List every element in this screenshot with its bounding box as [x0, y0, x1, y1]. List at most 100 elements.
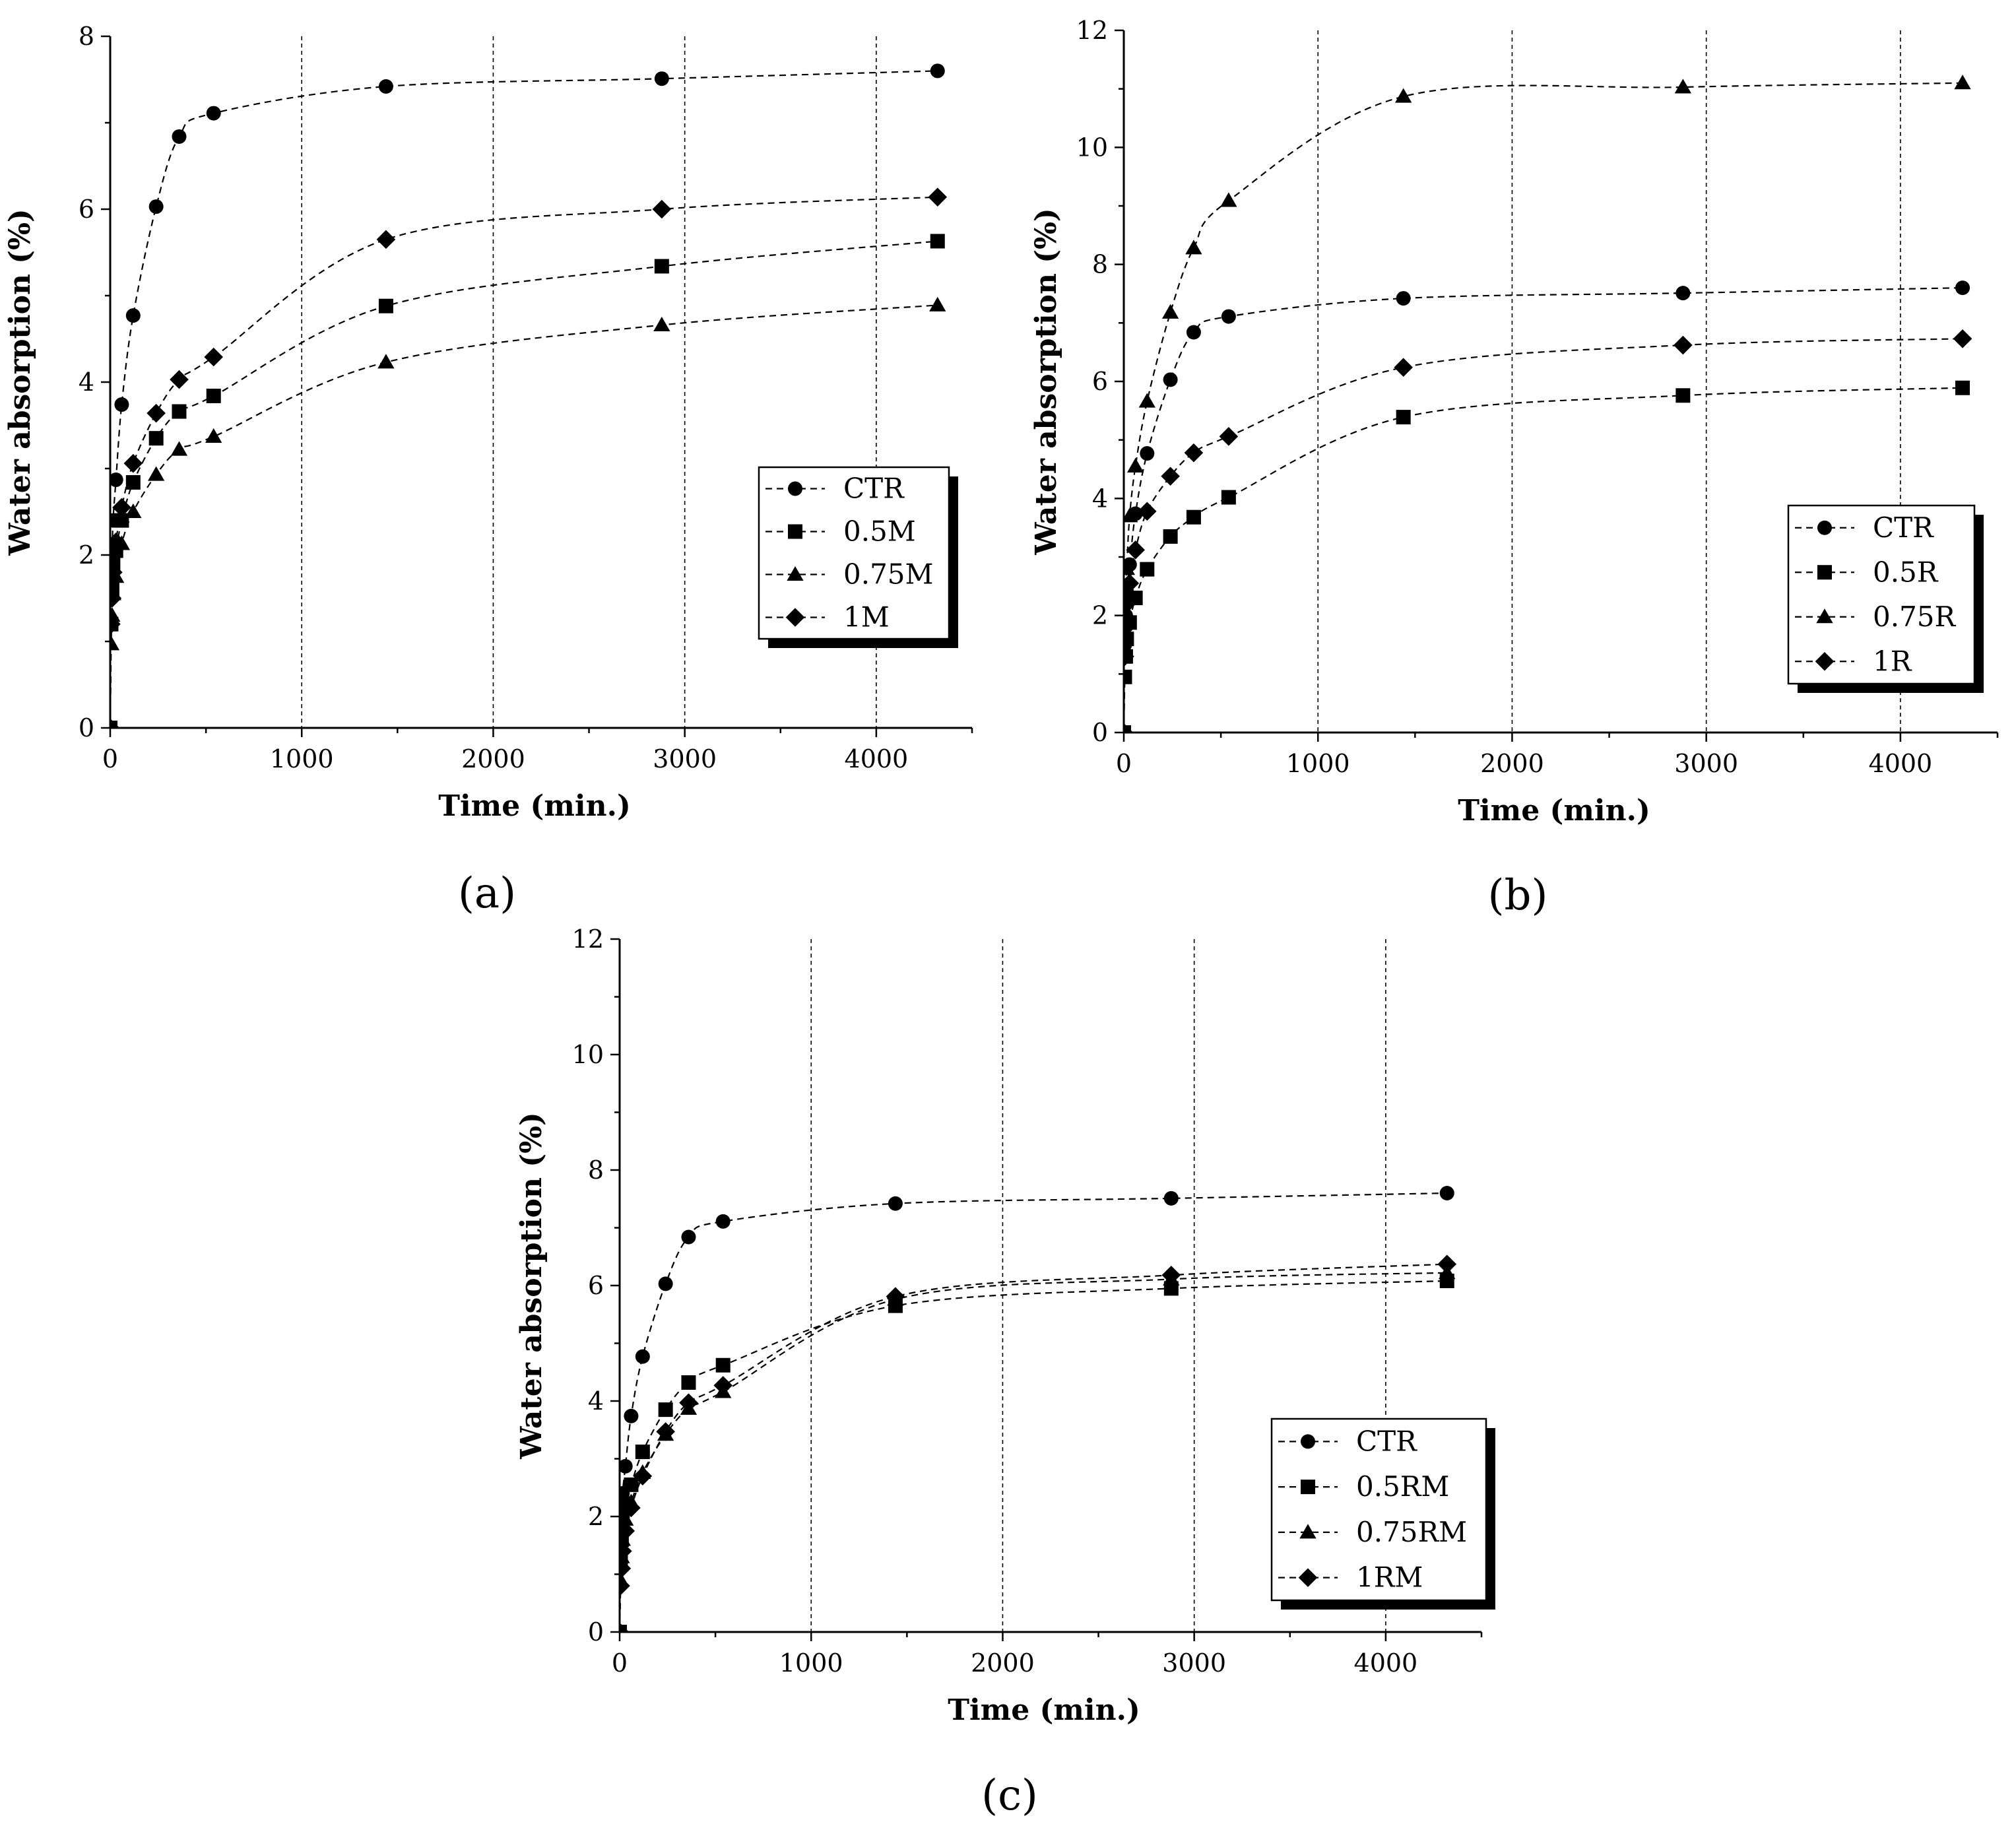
data-point-1R	[1161, 467, 1180, 486]
data-point-CTR	[715, 1214, 731, 1229]
data-point-0.75R	[1674, 79, 1692, 94]
legend-marker-0.5RM	[1301, 1480, 1315, 1495]
data-point-1R	[1219, 427, 1239, 446]
data-point-1R	[1124, 723, 1134, 733]
data-point-0.75R	[1124, 507, 1138, 523]
data-point-CTR	[1439, 1186, 1454, 1200]
legend: CTR 0.5R 0.75R 1R	[1787, 504, 1984, 693]
data-point-0.5R	[1163, 529, 1178, 544]
series-line-1M	[110, 196, 938, 728]
data-point-1R	[1394, 358, 1413, 377]
data-point-0.5R	[1221, 490, 1236, 505]
y-tick-label: 8	[588, 1156, 604, 1185]
y-tick-label: 4	[79, 368, 94, 397]
legend-label: 0.5RM	[1356, 1470, 1449, 1503]
data-point-1RM	[620, 1521, 635, 1541]
legend-label: 1R	[1873, 645, 1912, 677]
y-tick-label: 10	[1076, 133, 1108, 162]
data-point-0.5R	[1124, 669, 1132, 684]
data-point-1M	[110, 533, 126, 552]
data-point-CTR	[1186, 325, 1201, 340]
data-point-0.75R	[1954, 75, 1971, 90]
data-point-1RM	[1161, 1265, 1181, 1285]
data-point-CTR	[114, 397, 129, 412]
x-tick-label: 2000	[971, 1648, 1035, 1678]
legend-marker-CTR	[1301, 1434, 1315, 1449]
data-point-0.5R	[1955, 380, 1970, 395]
legend-marker-1R	[1815, 651, 1835, 671]
data-point-1R	[1126, 540, 1145, 560]
data-point-1RM	[620, 1576, 630, 1596]
data-point-CTR	[125, 308, 141, 323]
x-tick-label: 2000	[461, 744, 525, 773]
panel-a: 0 1000 2000 3000 4000 0 2 4 6 8 Time (min.) Water a…	[3, 22, 973, 918]
legend-label: 1RM	[1356, 1561, 1423, 1594]
legend-label: 0.5M	[843, 515, 916, 548]
legend-box	[1787, 504, 1976, 685]
legend-label: CTR	[843, 473, 905, 505]
y-axis-title: Water absorption (%)	[1029, 208, 1063, 555]
data-point-0.75R	[1124, 560, 1136, 575]
data-point-0.75M	[110, 636, 120, 651]
data-point-1M	[110, 614, 121, 634]
data-point-CTR	[620, 1458, 633, 1474]
x-tick-label: 0	[102, 744, 118, 773]
plot-area	[620, 1186, 1457, 1632]
data-point-1RM	[620, 1542, 632, 1561]
data-point-CTR	[1955, 280, 1970, 296]
data-point-0.5RM	[715, 1357, 731, 1373]
legend-label: 0.75M	[843, 558, 934, 591]
legend-marker-1RM	[1298, 1568, 1318, 1587]
data-point-CTR	[172, 129, 187, 144]
data-point-0.5RM	[624, 1477, 639, 1492]
y-tick-label: 4	[1092, 484, 1108, 513]
data-point-1RM	[1437, 1255, 1457, 1274]
data-point-CTR	[681, 1229, 696, 1245]
y-tick-label: 2	[1092, 601, 1108, 630]
series-line-0.5R	[1124, 387, 1963, 733]
x-tick-label: 4000	[1354, 1648, 1418, 1678]
data-point-0.5RM	[658, 1402, 673, 1418]
data-point-0.75M	[653, 316, 670, 332]
data-point-1R	[1124, 573, 1140, 593]
y-tick-label: 6	[1092, 367, 1108, 396]
legend-marker-CTR	[788, 481, 802, 496]
x-axis-title: Time (min.)	[438, 789, 631, 823]
data-point-1R	[1124, 647, 1134, 667]
legend-marker-0.5M	[788, 524, 802, 539]
legend-label: 0.75R	[1873, 601, 1957, 633]
y-tick-label: 2	[588, 1502, 604, 1531]
data-point-1M	[146, 403, 166, 423]
data-point-CTR	[1221, 309, 1236, 324]
data-point-CTR	[930, 63, 945, 79]
data-point-0.75R	[1220, 192, 1237, 207]
data-point-CTR	[635, 1349, 650, 1364]
data-point-CTR	[206, 106, 221, 121]
data-point-1M	[204, 347, 224, 367]
legend-label: 0.75RM	[1356, 1516, 1467, 1548]
data-point-CTR	[624, 1408, 639, 1423]
y-axis-title: Water absorption (%)	[515, 1112, 548, 1459]
y-axis-title: Water absorption (%)	[3, 209, 37, 556]
legend-marker-0.5R	[1817, 565, 1832, 580]
y-tick-label: 12	[1076, 16, 1108, 45]
y-tick-label: 0	[1092, 718, 1108, 747]
data-point-1M	[928, 187, 948, 207]
data-point-0.5R	[1396, 410, 1411, 425]
data-point-1R	[1674, 335, 1693, 355]
data-point-1M	[110, 718, 120, 728]
data-point-CTR	[1140, 446, 1155, 461]
data-point-0.5M	[125, 474, 141, 490]
panel-b: 0 1000 2000 3000 4000 0 2 4 6 8 10 12 Time (min.) Wat…	[1029, 16, 1999, 920]
data-point-0.75M	[377, 354, 395, 369]
data-point-0.5RM	[635, 1445, 650, 1459]
y-tick-label: 6	[588, 1271, 604, 1300]
data-point-1RM	[886, 1287, 905, 1306]
data-point-CTR	[654, 71, 669, 86]
data-point-0.5M	[206, 388, 221, 403]
data-point-CTR	[378, 79, 393, 94]
x-tick-label: 1000	[779, 1648, 843, 1678]
data-point-CTR	[1163, 1190, 1179, 1206]
data-point-0.5M	[930, 234, 945, 249]
